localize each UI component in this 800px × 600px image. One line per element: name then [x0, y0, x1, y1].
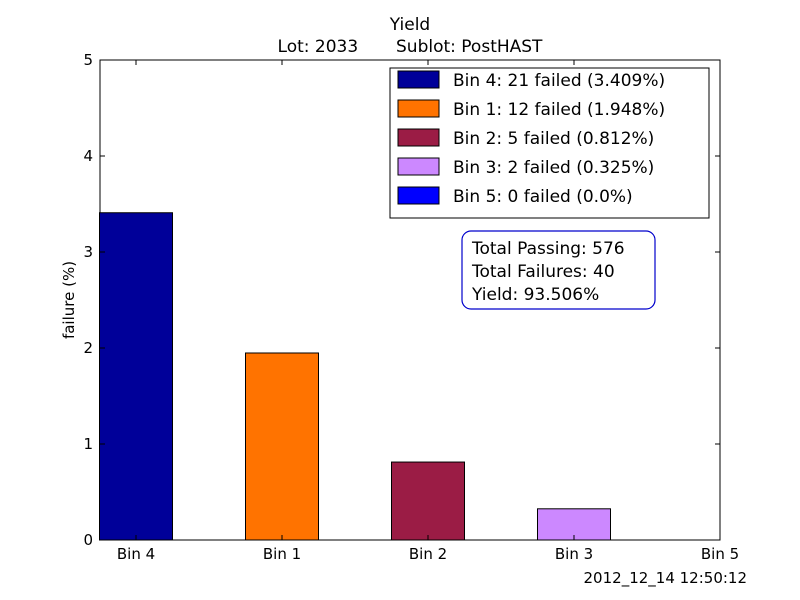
y-tick-label: 4: [83, 147, 93, 165]
y-tick-label: 0: [83, 531, 93, 549]
legend-entry-label: Bin 2: 5 failed (0.812%): [453, 129, 654, 149]
bar-bin-1: [245, 352, 319, 541]
annotation-line-yield: Yield: 93.506%: [471, 285, 599, 305]
chart-title: Yield: [389, 15, 430, 35]
legend-swatch: [397, 70, 440, 89]
legend-swatch: [397, 157, 440, 176]
bar-bin-4: [99, 212, 173, 541]
legend-box: [389, 67, 710, 219]
legend-swatch: [397, 128, 440, 147]
legend-entry-label: Bin 5: 0 failed (0.0%): [453, 187, 633, 207]
x-tick-label: Bin 3: [555, 545, 593, 563]
bar-bin-2: [391, 461, 465, 541]
summary-annotation: Total Passing: 576 Total Failures: 40 Yi…: [461, 230, 656, 310]
legend: Bin 4: 21 failed (3.409%) Bin 1: 12 faile…: [389, 67, 710, 219]
x-tick-label: Bin 4: [117, 545, 155, 563]
timestamp: 2012_12_14 12:50:12: [584, 569, 747, 588]
legend-swatch: [397, 99, 440, 118]
legend-entry-label: Bin 1: 12 failed (1.948%): [453, 100, 665, 120]
annotation-line-total-failures: Total Failures: 40: [471, 262, 615, 282]
chart-subtitle: Lot: 2033 Sublot: PostHAST: [278, 37, 544, 57]
y-tick-label: 3: [83, 243, 93, 261]
legend-entry-label: Bin 4: 21 failed (3.409%): [453, 71, 665, 91]
x-axis-ticks: Bin 4 Bin 1 Bin 2 Bin 3 Bin 5: [117, 60, 739, 563]
y-tick-label: 2: [83, 339, 93, 357]
y-tick-label: 5: [83, 51, 93, 69]
annotation-line-total-passing: Total Passing: 576: [471, 239, 625, 259]
y-tick-label: 1: [83, 435, 93, 453]
bars-group: [99, 212, 611, 541]
x-tick-label: Bin 1: [263, 545, 301, 563]
y-axis-ticks: 0 1 2 3 4 5: [83, 51, 720, 549]
x-tick-label: Bin 5: [701, 545, 739, 563]
legend-entry-label: Bin 3: 2 failed (0.325%): [453, 158, 654, 178]
annotation-box: [461, 230, 656, 310]
legend-swatch: [397, 186, 440, 205]
x-tick-label: Bin 2: [409, 545, 447, 563]
y-axis-label: failure (%): [60, 261, 78, 339]
